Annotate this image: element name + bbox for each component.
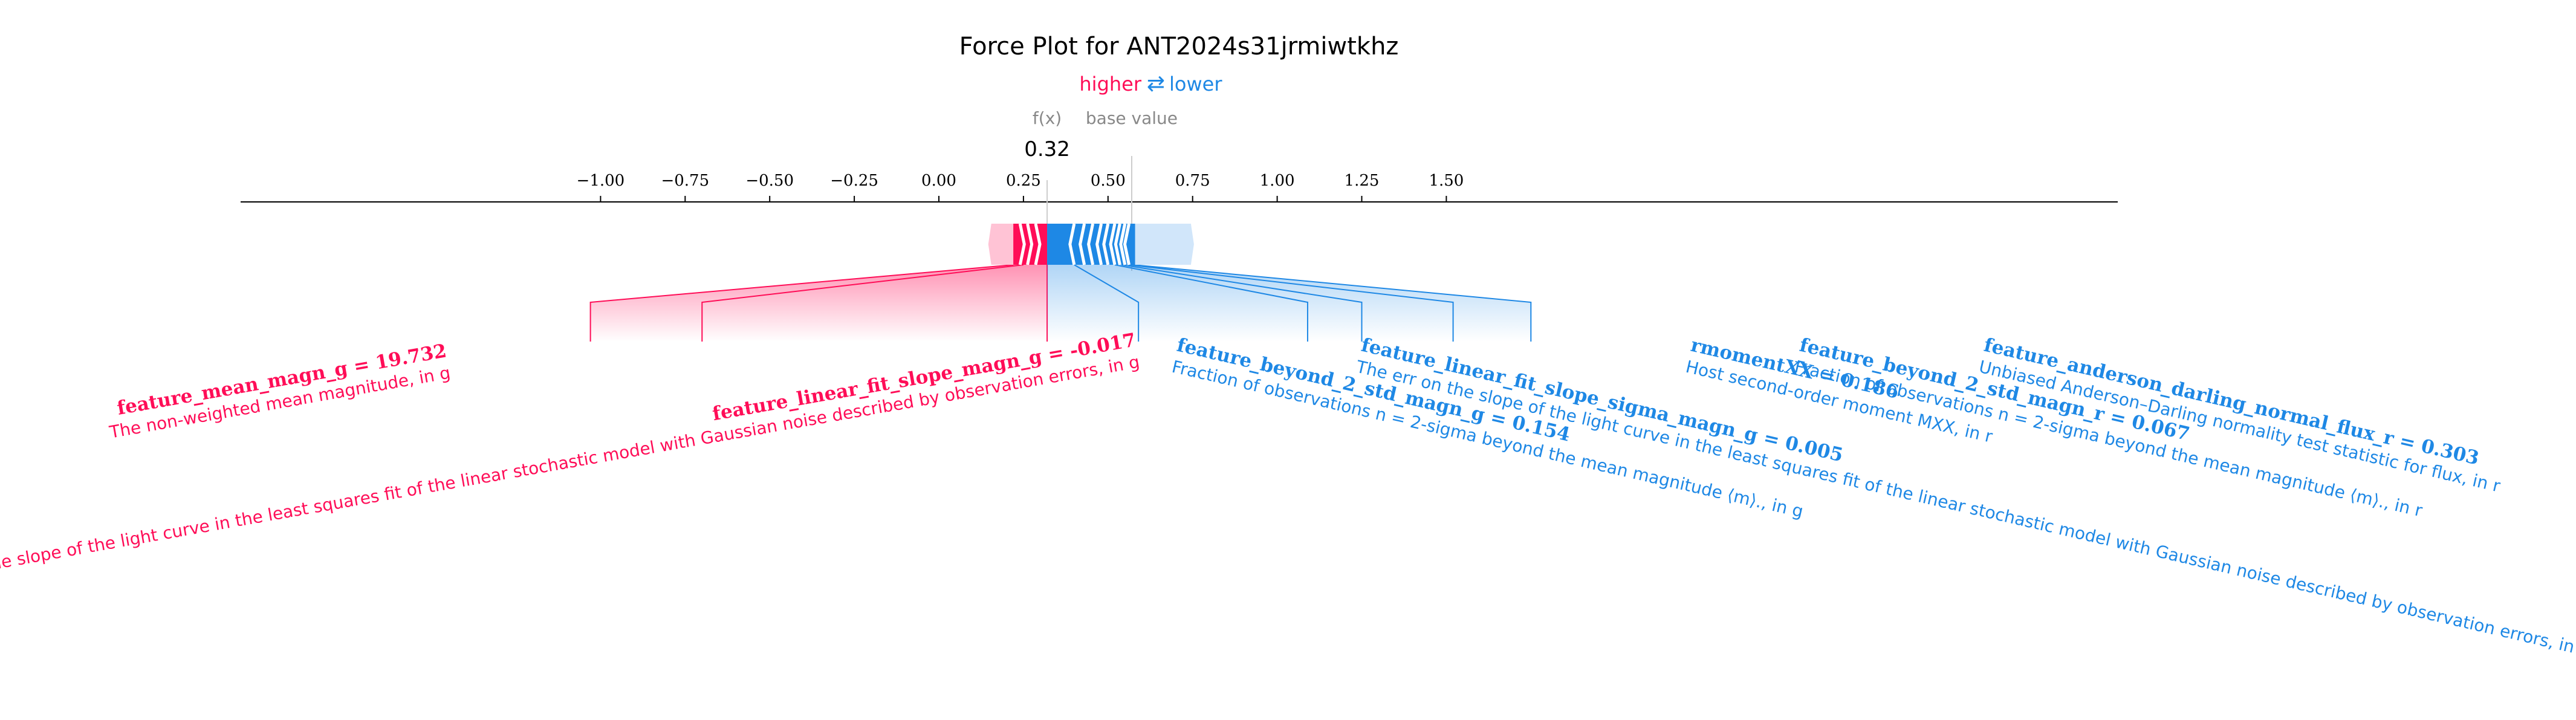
positive-segment-divider [1026, 223, 1034, 265]
negative-connector [1114, 264, 1308, 342]
tick-label: 1.50 [1429, 172, 1464, 190]
force-bars [988, 223, 1194, 265]
tick-label: 0.50 [1091, 172, 1126, 190]
negative-segment-divider [1095, 223, 1103, 265]
tick-label: −1.00 [577, 172, 625, 190]
legend-lower: lower [1169, 73, 1222, 96]
negative-connector [1128, 264, 1454, 342]
tick-label: 0.75 [1175, 172, 1210, 190]
negative-segment-divider [1102, 223, 1110, 265]
tick-label: 0.25 [1006, 172, 1041, 190]
negative-segment-divider [1079, 223, 1086, 265]
legend: higher ⇄ lower [1079, 71, 1222, 96]
negative-segment-divider [1123, 223, 1131, 265]
tick-label: 1.00 [1260, 172, 1295, 190]
negative-bar-extent [1135, 224, 1194, 265]
negative-connector [1133, 264, 1532, 342]
negative-segment-divider [1114, 223, 1121, 265]
fx-value: 0.32 [1024, 137, 1070, 161]
negative-segment-divider [1087, 223, 1095, 265]
legend-arrow-icon: ⇄ [1147, 71, 1165, 96]
negative-segment-divider [1109, 223, 1117, 265]
positive-bar-extent [988, 224, 1014, 265]
feature-description: The slope of the light curve in the leas… [0, 352, 1141, 576]
fx-label: f(x) [1033, 108, 1062, 128]
connector-feature-mean-magn-g [589, 264, 1014, 342]
positive-segment-divider [1018, 223, 1026, 265]
tick-label: −0.50 [745, 172, 794, 190]
tick-label: 1.25 [1345, 172, 1380, 190]
positive-connector-fill [590, 265, 1048, 342]
tick-label: −0.75 [661, 172, 709, 190]
feature-connectors [589, 264, 1532, 342]
negative-segment-divider [1119, 223, 1127, 265]
negative-segment-divider [1068, 223, 1076, 265]
base-value-label: base value [1086, 108, 1178, 128]
label-feature-linear-fit-slope-magn-g: feature_linear_fit_slope_magn_g = -0.017… [0, 329, 1141, 576]
connector-extra-positive [701, 264, 1024, 342]
positive-segment-divider [1034, 223, 1042, 265]
tick-label: −0.25 [830, 172, 878, 190]
negative-connector [1074, 264, 1140, 342]
tick-label: 0.00 [921, 172, 956, 190]
legend-higher: higher [1079, 73, 1141, 96]
negative-connector [1121, 264, 1363, 342]
chart-title: Force Plot for ANT2024s31jrmiwtkhz [959, 33, 1399, 60]
negative-connector-fill [1047, 265, 1531, 342]
